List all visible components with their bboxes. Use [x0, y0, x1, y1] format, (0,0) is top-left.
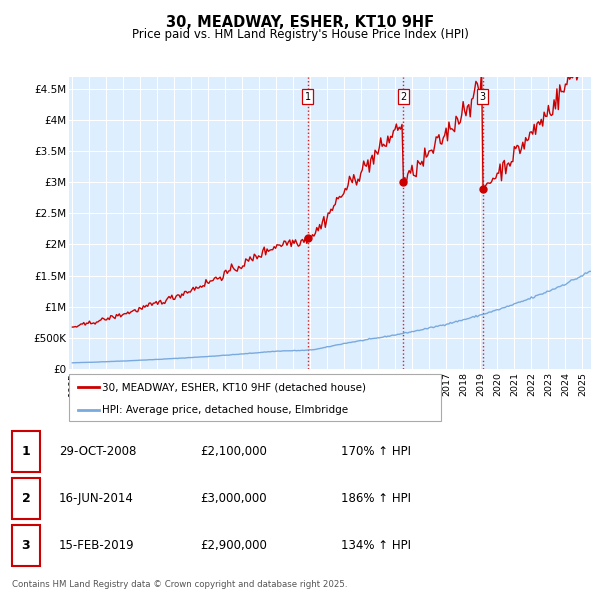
- Text: 29-OCT-2008: 29-OCT-2008: [59, 445, 136, 458]
- FancyBboxPatch shape: [12, 431, 40, 472]
- Text: HPI: Average price, detached house, Elmbridge: HPI: Average price, detached house, Elmb…: [103, 405, 349, 415]
- Text: Contains HM Land Registry data © Crown copyright and database right 2025.
This d: Contains HM Land Registry data © Crown c…: [12, 579, 347, 590]
- Text: 186% ↑ HPI: 186% ↑ HPI: [341, 492, 411, 505]
- FancyBboxPatch shape: [12, 525, 40, 566]
- Text: 1: 1: [304, 91, 311, 101]
- Text: 170% ↑ HPI: 170% ↑ HPI: [341, 445, 411, 458]
- Text: 30, MEADWAY, ESHER, KT10 9HF: 30, MEADWAY, ESHER, KT10 9HF: [166, 15, 434, 30]
- Text: 3: 3: [22, 539, 31, 552]
- Text: 30, MEADWAY, ESHER, KT10 9HF (detached house): 30, MEADWAY, ESHER, KT10 9HF (detached h…: [103, 382, 367, 392]
- Text: 1: 1: [22, 445, 31, 458]
- Text: 134% ↑ HPI: 134% ↑ HPI: [341, 539, 411, 552]
- Text: Price paid vs. HM Land Registry's House Price Index (HPI): Price paid vs. HM Land Registry's House …: [131, 28, 469, 41]
- Text: 2: 2: [22, 492, 31, 505]
- Text: £2,900,000: £2,900,000: [200, 539, 267, 552]
- Text: 2: 2: [400, 91, 406, 101]
- Text: £2,100,000: £2,100,000: [200, 445, 267, 458]
- Text: 3: 3: [479, 91, 485, 101]
- Text: £3,000,000: £3,000,000: [200, 492, 266, 505]
- FancyBboxPatch shape: [69, 375, 441, 421]
- Text: 15-FEB-2019: 15-FEB-2019: [59, 539, 134, 552]
- Text: 16-JUN-2014: 16-JUN-2014: [59, 492, 134, 505]
- FancyBboxPatch shape: [12, 478, 40, 519]
